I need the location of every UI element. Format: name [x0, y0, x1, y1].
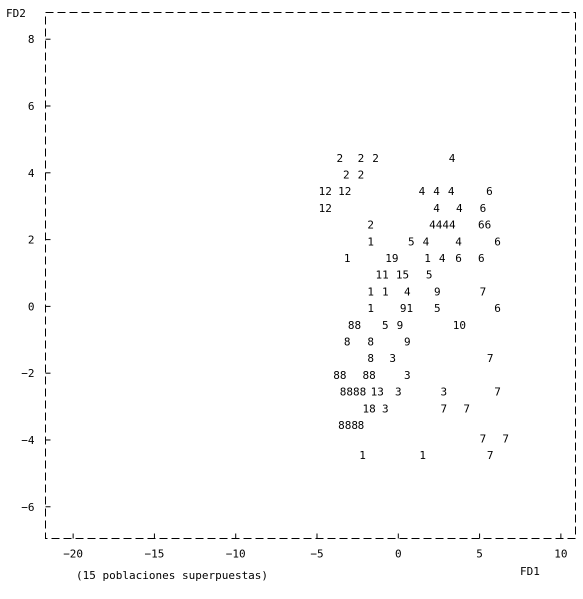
data-point-label: 1: [367, 235, 374, 248]
data-point-label: 1: [419, 449, 426, 462]
data-point-label: 6: [486, 185, 493, 198]
data-point-label: 13: [371, 386, 384, 399]
data-point-label: 66: [478, 219, 491, 232]
y-tick-label: 2: [28, 234, 35, 247]
data-point-label: 4: [455, 235, 462, 248]
y-tick-label: 0: [28, 300, 35, 313]
y-tick-label: 8: [28, 33, 35, 46]
data-point-label: 2: [367, 219, 374, 232]
y-axis-label: FD2: [6, 7, 26, 20]
data-point-label: 2: [358, 168, 365, 181]
data-point-label: 3: [395, 386, 402, 399]
x-tick-label: −15: [144, 548, 164, 561]
data-point-label: 8: [367, 352, 374, 365]
data-point-label: 4: [456, 202, 463, 215]
data-point-label: 8: [358, 419, 365, 432]
data-point-label: 5: [434, 302, 441, 315]
data-point-label: 1: [344, 252, 351, 265]
data-point-label: 6: [494, 302, 501, 315]
data-point-label: 4: [439, 252, 446, 265]
data-point-label: 10: [453, 319, 466, 332]
data-point-label: 5: [408, 235, 415, 248]
data-point-label: 888: [338, 419, 358, 432]
data-point-label: 4: [449, 152, 456, 165]
data-point-label: 4: [419, 185, 426, 198]
data-point-label: 4: [423, 235, 430, 248]
data-point-label: 2: [337, 152, 344, 165]
x-tick-label: 0: [395, 548, 402, 561]
data-point-label: 7: [487, 352, 494, 365]
overlap-note: (15 poblaciones superpuestas): [76, 569, 268, 582]
data-point-label: 3: [441, 386, 448, 399]
data-point-label: 7: [463, 402, 470, 415]
data-point-label: 1: [367, 285, 374, 298]
data-point-label: 4444: [429, 219, 456, 232]
data-point-label: 1: [424, 252, 431, 265]
data-point-label: 7: [441, 402, 448, 415]
data-point-label: 2: [343, 168, 350, 181]
data-point-label: 5: [382, 319, 389, 332]
plot-frame: [45, 12, 576, 539]
data-point-label: 9: [404, 335, 411, 348]
data-point-label: 8888: [340, 386, 367, 399]
data-point-label: 5: [426, 269, 433, 282]
data-point-label: 12: [319, 202, 332, 215]
data-point-label: 4: [433, 185, 440, 198]
data-point-label: 3: [389, 352, 396, 365]
data-point-label: 15: [396, 269, 409, 282]
y-tick-label: −4: [21, 434, 35, 447]
data-point-label: 8: [367, 335, 374, 348]
data-point-label: 3: [404, 369, 411, 382]
x-tick-label: 5: [476, 548, 483, 561]
data-point-label: 1: [382, 285, 389, 298]
x-axis-label: FD1: [520, 565, 540, 578]
data-point-label: 1: [367, 302, 374, 315]
y-tick-label: 4: [28, 167, 35, 180]
data-point-label: 12: [319, 185, 332, 198]
data-point-label: 11: [376, 269, 389, 282]
data-point-label: 18: [363, 402, 376, 415]
data-point-label: 6: [480, 202, 487, 215]
data-point-label: 7: [494, 386, 501, 399]
data-point-label: 1: [359, 449, 366, 462]
data-point-label: 6: [494, 235, 501, 248]
data-point-label: 2: [358, 152, 365, 165]
data-point-label: 9: [397, 319, 404, 332]
data-point-label: 7: [502, 432, 509, 445]
data-point-label: 2: [372, 152, 379, 165]
x-tick-label: −20: [63, 548, 83, 561]
x-tick-label: 10: [554, 548, 567, 561]
data-point-label: 7: [480, 285, 487, 298]
data-point-label: 4: [448, 185, 455, 198]
data-point-label: 88: [363, 369, 376, 382]
data-point-label: 8: [344, 335, 351, 348]
data-point-label: 9: [434, 285, 441, 298]
data-point-label: 88: [333, 369, 346, 382]
data-point-label: 7: [480, 432, 487, 445]
x-tick-label: −10: [226, 548, 246, 561]
data-point-label: 6: [478, 252, 485, 265]
y-tick-label: −6: [21, 501, 34, 514]
data-points: 2 2 2 42 212 12 4 4 4 612 4 4 62 4444 661 5 4 4 61 19 1 4 6 611…: [319, 152, 509, 462]
data-point-label: 4: [433, 202, 440, 215]
data-point-label: 88: [348, 319, 361, 332]
data-point-label: 91: [400, 302, 413, 315]
data-point-label: 7: [487, 449, 494, 462]
y-tick-label: −2: [21, 367, 34, 380]
data-point-label: 6: [455, 252, 462, 265]
data-point-label: 19: [385, 252, 398, 265]
x-tick-label: −5: [310, 548, 323, 561]
data-point-label: 12: [338, 185, 351, 198]
data-point-label: 3: [382, 402, 389, 415]
data-point-label: 4: [404, 285, 411, 298]
y-tick-label: 6: [28, 100, 35, 113]
